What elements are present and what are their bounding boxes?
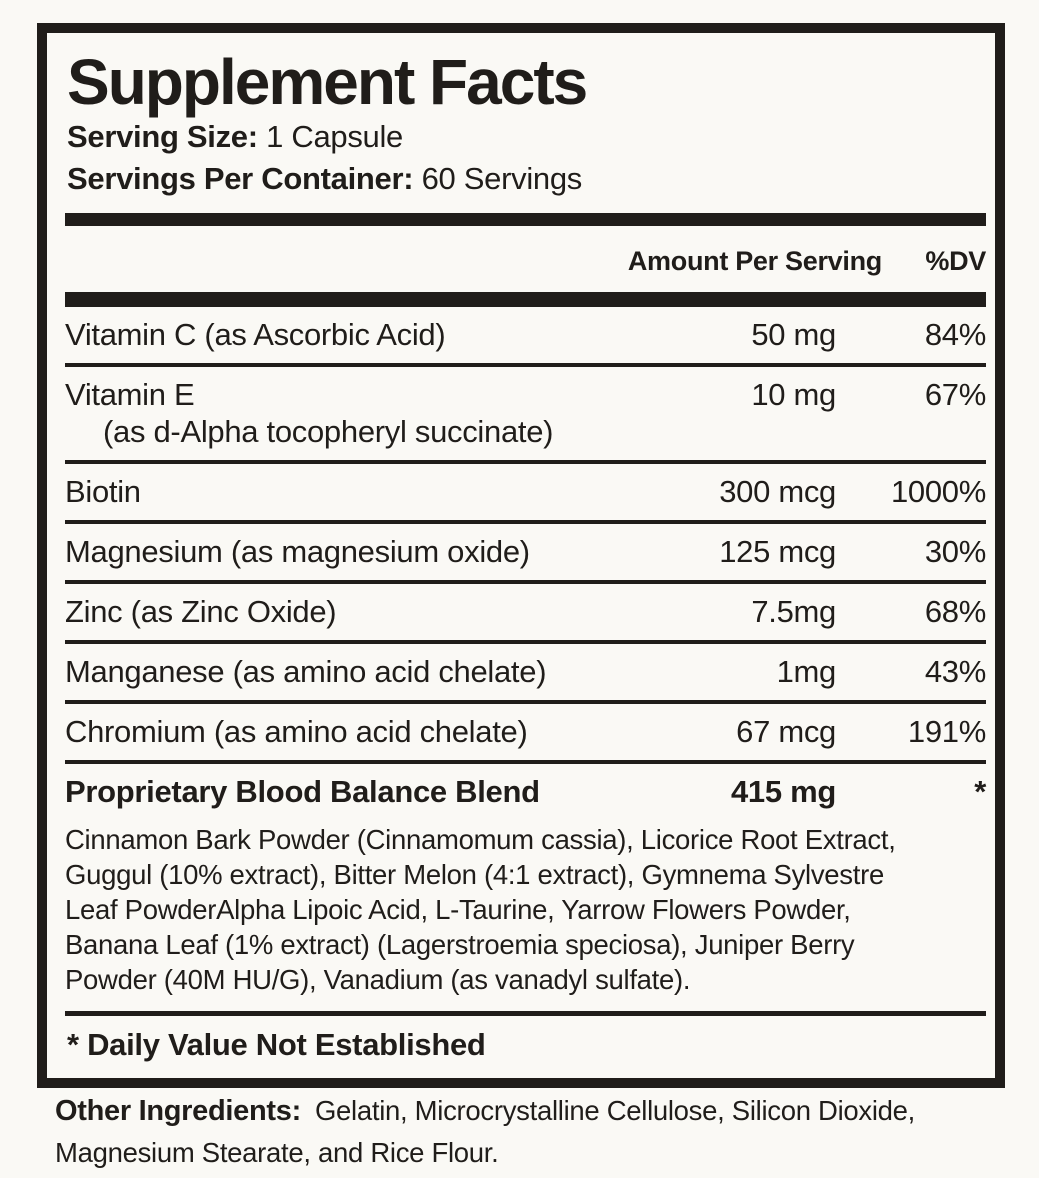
nutrient-name-text: Vitamin E <box>65 376 195 412</box>
nutrient-amount: 7.5mg <box>751 593 836 629</box>
nutrient-name-text: Vitamin C (as Ascorbic Acid) <box>65 316 446 352</box>
nutrient-name-text: Manganese (as amino acid chelate) <box>65 653 547 689</box>
nutrient-name-secondary: (as d-Alpha tocopheryl succinate) <box>103 413 554 449</box>
blend-description-line: Banana Leaf (1% extract) (Lagerstroemia … <box>65 928 855 960</box>
nutrient-amount: 1mg <box>776 653 837 689</box>
nutrient-dv: 43% <box>924 653 986 689</box>
supplement-facts-label: Supplement Facts Serving Size: 1 Capsule… <box>37 23 1005 1088</box>
nutrient-name: Manganese (as amino acid chelate) <box>65 653 676 690</box>
blend-description-line: Leaf PowderAlpha Lipoic Acid, L-Taurine,… <box>65 893 851 925</box>
blend-description-line: Cinnamon Bark Powder (Cinnamomum cassia)… <box>65 823 896 855</box>
nutrient-name: Vitamin E (as d-Alpha tocopheryl succina… <box>65 376 676 450</box>
nutrient-row-biotin: Biotin 300 mcg 1000% <box>65 459 986 520</box>
nutrient-row-vitamin-c: Vitamin C (as Ascorbic Acid) 50 mg 84% <box>65 307 986 363</box>
nutrient-amount: 300 mcg <box>719 473 836 509</box>
nutrient-dv: 84% <box>924 316 986 352</box>
nutrient-name: Biotin <box>65 473 676 510</box>
nutrient-dv: 68% <box>924 593 986 629</box>
serving-size-value: 1 Capsule <box>266 118 404 154</box>
dv-header: %DV <box>925 245 986 276</box>
nutrient-name-text: Biotin <box>65 473 141 509</box>
blend-row: Proprietary Blood Balance Blend 415 mg * <box>65 759 986 820</box>
table-header-row: Amount Per Serving %DV <box>65 226 986 292</box>
daily-value-footnote: * Daily Value Not Established <box>67 1026 486 1062</box>
nutrient-dv: 1000% <box>890 473 986 509</box>
nutrient-name-text: Magnesium (as magnesium oxide) <box>65 533 530 569</box>
blend-description-line: Powder (40M HU/G), Vanadium (as vanadyl … <box>65 963 691 995</box>
nutrient-amount: 10 mg <box>751 376 836 412</box>
nutrient-row-zinc: Zinc (as Zinc Oxide) 7.5mg 68% <box>65 579 986 640</box>
serving-size-line: Serving Size: 1 Capsule <box>67 116 986 158</box>
other-ingredients: Other Ingredients: Gelatin, Microcrystall… <box>55 1090 1005 1173</box>
amount-per-serving-header: Amount Per Serving <box>627 245 882 276</box>
nutrient-name-text: Chromium (as amino acid chelate) <box>65 713 528 749</box>
nutrient-dv: 30% <box>924 533 986 569</box>
nutrient-dv: 67% <box>924 376 986 412</box>
nutrient-row-chromium: Chromium (as amino acid chelate) 67 mcg … <box>65 699 986 760</box>
nutrient-name: Magnesium (as magnesium oxide) <box>65 533 676 570</box>
other-ingredients-line: Other Ingredients: Gelatin, Microcrystall… <box>55 1090 1005 1132</box>
nutrient-row-manganese: Manganese (as amino acid chelate) 1mg 43… <box>65 639 986 700</box>
nutrient-amount: 50 mg <box>751 316 836 352</box>
servings-per-container-line: Servings Per Container: 60 Servings <box>67 158 986 200</box>
nutrient-dv: 191% <box>907 713 986 749</box>
thick-separator-header <box>65 291 986 307</box>
nutrient-name: Chromium (as amino acid chelate) <box>65 713 676 750</box>
nutrient-name: Vitamin C (as Ascorbic Acid) <box>65 316 676 353</box>
nutrient-row-magnesium: Magnesium (as magnesium oxide) 125 mcg 3… <box>65 519 986 580</box>
footnote-divider <box>65 1010 986 1016</box>
thick-separator-top <box>65 212 986 226</box>
blend-amount: 415 mg <box>730 773 836 809</box>
blend-description: Cinnamon Bark Powder (Cinnamomum cassia)… <box>65 820 986 1011</box>
other-ingredients-label: Other Ingredients: <box>55 1095 301 1127</box>
servings-per-container-label: Servings Per Container: <box>67 160 414 196</box>
serving-size-label: Serving Size: <box>67 118 258 154</box>
servings-per-container-value: 60 Servings <box>421 160 583 196</box>
nutrient-amount: 67 mcg <box>736 713 836 749</box>
other-ingredients-text: Gelatin, Microcrystalline Cellulose, Sil… <box>314 1095 915 1126</box>
nutrient-amount: 125 mcg <box>719 533 836 569</box>
nutrient-name-text: Zinc (as Zinc Oxide) <box>65 593 337 629</box>
blend-name: Proprietary Blood Balance Blend <box>65 773 540 809</box>
nutrient-row-vitamin-e: Vitamin E (as d-Alpha tocopheryl succina… <box>65 362 986 460</box>
blend-description-line: Guggul (10% extract), Bitter Melon (4:1 … <box>65 858 884 890</box>
other-ingredients-line: Magnesium Stearate, and Rice Flour. <box>55 1137 499 1168</box>
nutrient-table: Vitamin C (as Ascorbic Acid) 50 mg 84% V… <box>65 307 986 1011</box>
nutrient-name: Zinc (as Zinc Oxide) <box>65 593 676 630</box>
label-title: Supplement Facts <box>67 46 588 118</box>
blend-dv: * <box>974 773 986 809</box>
